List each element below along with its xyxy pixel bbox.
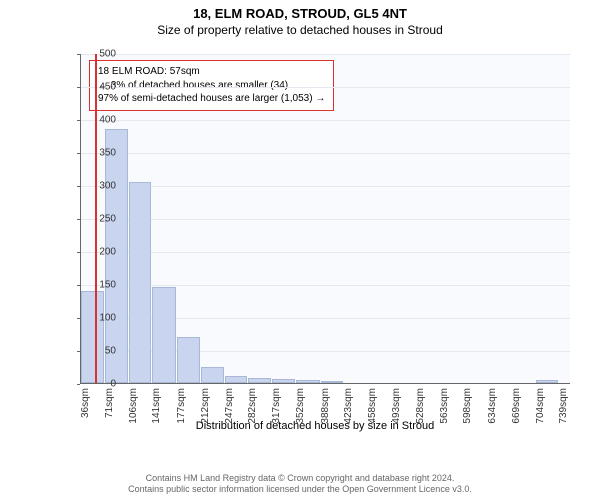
histogram-bar	[201, 367, 224, 384]
y-tick-mark	[77, 252, 80, 253]
chart-container: Number of detached properties 18 ELM ROA…	[50, 48, 580, 428]
gridline	[81, 219, 570, 220]
x-tick-label: 36sqm	[80, 388, 91, 428]
legend-line-3: 97% of semi-detached houses are larger (…	[98, 92, 325, 106]
x-tick-label: 704sqm	[535, 388, 546, 428]
y-tick-mark	[77, 219, 80, 220]
gridline	[81, 54, 570, 55]
x-tick-label: 352sqm	[295, 388, 306, 428]
x-tick-label: 212sqm	[200, 388, 211, 428]
y-tick-label: 200	[82, 247, 116, 258]
histogram-bar	[536, 380, 559, 383]
x-tick-label: 669sqm	[511, 388, 522, 428]
histogram-bar	[81, 291, 104, 383]
x-tick-label: 563sqm	[439, 388, 450, 428]
y-tick-mark	[77, 285, 80, 286]
x-tick-label: 388sqm	[320, 388, 331, 428]
histogram-bar	[152, 287, 176, 383]
footer-line-4: Contains public sector information licen…	[0, 484, 600, 496]
x-tick-label: 634sqm	[487, 388, 498, 428]
histogram-bar	[225, 376, 248, 383]
x-tick-label: 106sqm	[128, 388, 139, 428]
x-tick-label: 177sqm	[176, 388, 187, 428]
gridline	[81, 285, 570, 286]
y-tick-label: 50	[82, 346, 116, 357]
y-tick-mark	[77, 87, 80, 88]
x-tick-label: 458sqm	[367, 388, 378, 428]
page-subtitle: Size of property relative to detached ho…	[0, 21, 600, 41]
histogram-bar	[129, 182, 152, 383]
y-tick-label: 350	[82, 148, 116, 159]
histogram-bar	[272, 379, 295, 383]
histogram-bar	[321, 381, 344, 383]
histogram-bar	[296, 380, 320, 383]
x-tick-label: 247sqm	[224, 388, 235, 428]
x-tick-label: 282sqm	[247, 388, 258, 428]
y-tick-label: 500	[82, 49, 116, 60]
y-tick-mark	[77, 384, 80, 385]
x-tick-label: 598sqm	[462, 388, 473, 428]
gridline	[81, 153, 570, 154]
y-tick-mark	[77, 153, 80, 154]
plot-area: 18 ELM ROAD: 57sqm ← 3% of detached hous…	[80, 54, 570, 384]
gridline	[81, 252, 570, 253]
y-tick-mark	[77, 318, 80, 319]
y-tick-mark	[77, 120, 80, 121]
x-tick-label: 739sqm	[558, 388, 569, 428]
x-tick-label: 493sqm	[391, 388, 402, 428]
footer-attribution: Contains HM Land Registry data © Crown c…	[0, 473, 600, 496]
y-tick-label: 450	[82, 82, 116, 93]
y-tick-label: 400	[82, 115, 116, 126]
y-tick-mark	[77, 54, 80, 55]
y-tick-mark	[77, 186, 80, 187]
gridline	[81, 87, 570, 88]
gridline	[81, 120, 570, 121]
legend-line-1: 18 ELM ROAD: 57sqm	[98, 65, 325, 79]
y-tick-label: 100	[82, 313, 116, 324]
histogram-bar	[248, 378, 271, 383]
gridline	[81, 186, 570, 187]
legend-box: 18 ELM ROAD: 57sqm ← 3% of detached hous…	[89, 60, 334, 111]
x-tick-label: 317sqm	[271, 388, 282, 428]
x-tick-label: 141sqm	[151, 388, 162, 428]
y-tick-label: 150	[82, 280, 116, 291]
footer-line-1: Contains HM Land Registry data © Crown c…	[0, 473, 600, 485]
page-title: 18, ELM ROAD, STROUD, GL5 4NT	[0, 0, 600, 21]
y-tick-label: 300	[82, 181, 116, 192]
x-tick-label: 71sqm	[104, 388, 115, 428]
y-tick-label: 250	[82, 214, 116, 225]
y-tick-mark	[77, 351, 80, 352]
x-tick-label: 423sqm	[343, 388, 354, 428]
x-tick-label: 528sqm	[415, 388, 426, 428]
histogram-bar	[177, 337, 200, 383]
legend-line-2: ← 3% of detached houses are smaller (34)	[98, 79, 325, 93]
